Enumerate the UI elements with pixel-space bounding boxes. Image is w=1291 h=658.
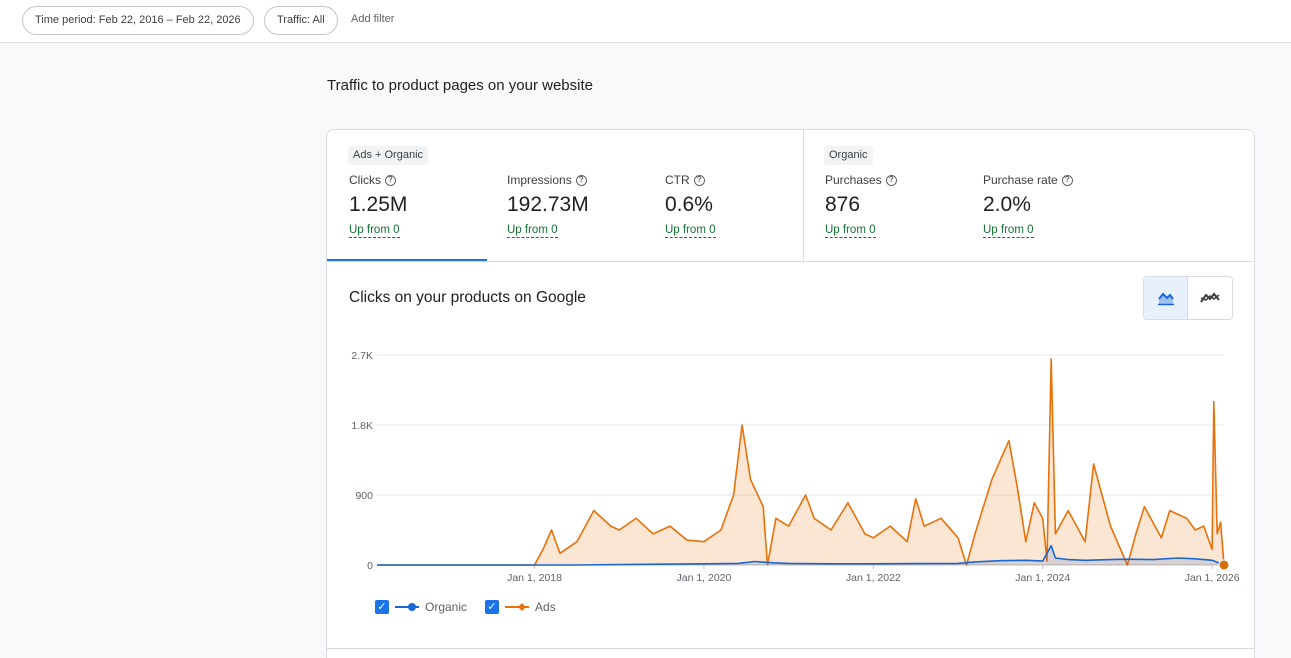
help-icon[interactable]: ? [885, 174, 897, 186]
x-tick-label: Jan 1, 2024 [1015, 572, 1070, 584]
metric-value: 2.0% [983, 193, 1031, 216]
metric-label: Clicks [349, 173, 381, 187]
y-tick-label: 0 [367, 560, 373, 572]
filter-bar: Time period: Feb 22, 2016 – Feb 22, 2026… [0, 0, 1291, 43]
line-chart-button[interactable] [1188, 277, 1232, 319]
traffic-filter-chip[interactable]: Traffic: All [264, 6, 338, 35]
organic-badge: Organic [824, 146, 873, 165]
traffic-card: Ads + Organic Organic Clicks ? 1.25M Up … [326, 129, 1255, 658]
help-icon[interactable]: ? [1061, 174, 1073, 186]
x-tick-label: Jan 1, 2020 [676, 572, 731, 584]
series-area-organic [377, 545, 1224, 565]
help-icon[interactable]: ? [575, 174, 587, 186]
x-tick-label: Jan 1, 2022 [846, 572, 901, 584]
y-tick-label: 900 [355, 490, 373, 502]
x-tick-label: Jan 1, 2018 [507, 572, 562, 584]
series-area-ads [377, 358, 1224, 565]
metric-value: 192.73M [507, 193, 589, 216]
metric-label: CTR [665, 173, 690, 187]
metric-impressions[interactable]: Impressions ? 192.73M Up from 0 [507, 173, 657, 261]
legend-item-organic[interactable]: ✓ Organic [375, 600, 467, 614]
metric-group-divider [803, 130, 804, 261]
active-metric-indicator [327, 259, 487, 261]
metric-label: Purchase rate [983, 173, 1058, 187]
x-tick-label: Jan 1, 2026 [1185, 572, 1240, 584]
y-tick-label: 2.7K [351, 350, 373, 362]
organic-line-marker-icon [395, 603, 419, 611]
metric-delta[interactable]: Up from 0 [507, 224, 558, 238]
metric-purchase-rate[interactable]: Purchase rate ? 2.0% Up from 0 [983, 173, 1133, 261]
metric-label-row: CTR ? [665, 173, 815, 187]
metric-clicks[interactable]: Clicks ? 1.25M Up from 0 [349, 173, 499, 261]
section-title: Traffic to product pages on your website [327, 77, 593, 94]
checkbox-icon[interactable]: ✓ [375, 600, 389, 614]
metric-delta[interactable]: Up from 0 [825, 224, 876, 238]
ads-organic-badge: Ads + Organic [348, 146, 429, 165]
y-tick-label: 1.8K [351, 420, 373, 432]
metric-delta[interactable]: Up from 0 [665, 224, 716, 238]
line-chart-icon [1200, 292, 1220, 303]
metric-label-row: Clicks ? [349, 173, 499, 187]
area-chart-icon [1157, 292, 1174, 306]
ads-line-marker-icon [505, 603, 530, 611]
metric-label-row: Purchase rate ? [983, 173, 1133, 187]
series-line-organic [377, 544, 1225, 566]
metric-ctr[interactable]: CTR ? 0.6% Up from 0 [665, 173, 815, 261]
metric-label: Purchases [825, 173, 882, 187]
metrics-row: Ads + Organic Organic Clicks ? 1.25M Up … [327, 130, 1254, 262]
chart-legend: ✓ Organic ✓ Ads [375, 600, 556, 614]
metric-delta[interactable]: Up from 0 [983, 224, 1034, 238]
help-icon[interactable]: ? [693, 174, 705, 186]
clicks-chart: 0 900 1.8K 2.7K Jan 1, 2018 Jan 1, 2020 Jan 1,… [351, 350, 1240, 584]
chart-type-toggle [1143, 276, 1233, 320]
card-bottom-divider [327, 648, 1254, 649]
metric-label-row: Purchases ? [825, 173, 975, 187]
legend-label: Organic [425, 600, 468, 614]
metric-delta[interactable]: Up from 0 [349, 224, 400, 238]
series-line-ads [377, 358, 1225, 566]
metric-purchases[interactable]: Purchases ? 876 Up from 0 [825, 173, 975, 261]
metric-value: 876 [825, 193, 861, 216]
chart-title: Clicks on your products on Google [349, 289, 586, 306]
area-chart-button[interactable] [1144, 277, 1189, 319]
metric-value: 0.6% [665, 193, 713, 216]
checkbox-icon[interactable]: ✓ [485, 600, 500, 614]
metric-label: Impressions [507, 173, 572, 187]
help-icon[interactable]: ? [385, 174, 396, 186]
add-filter-button[interactable]: Add filter [351, 13, 395, 25]
series-end-point [1218, 559, 1230, 571]
metric-label-row: Impressions ? [507, 173, 657, 187]
legend-item-ads[interactable]: ✓ Ads [485, 600, 556, 614]
time-period-filter-chip[interactable]: Time period: Feb 22, 2016 – Feb 22, 2026 [22, 6, 254, 35]
metric-value: 1.25M [349, 193, 408, 216]
legend-label: Ads [535, 600, 556, 614]
